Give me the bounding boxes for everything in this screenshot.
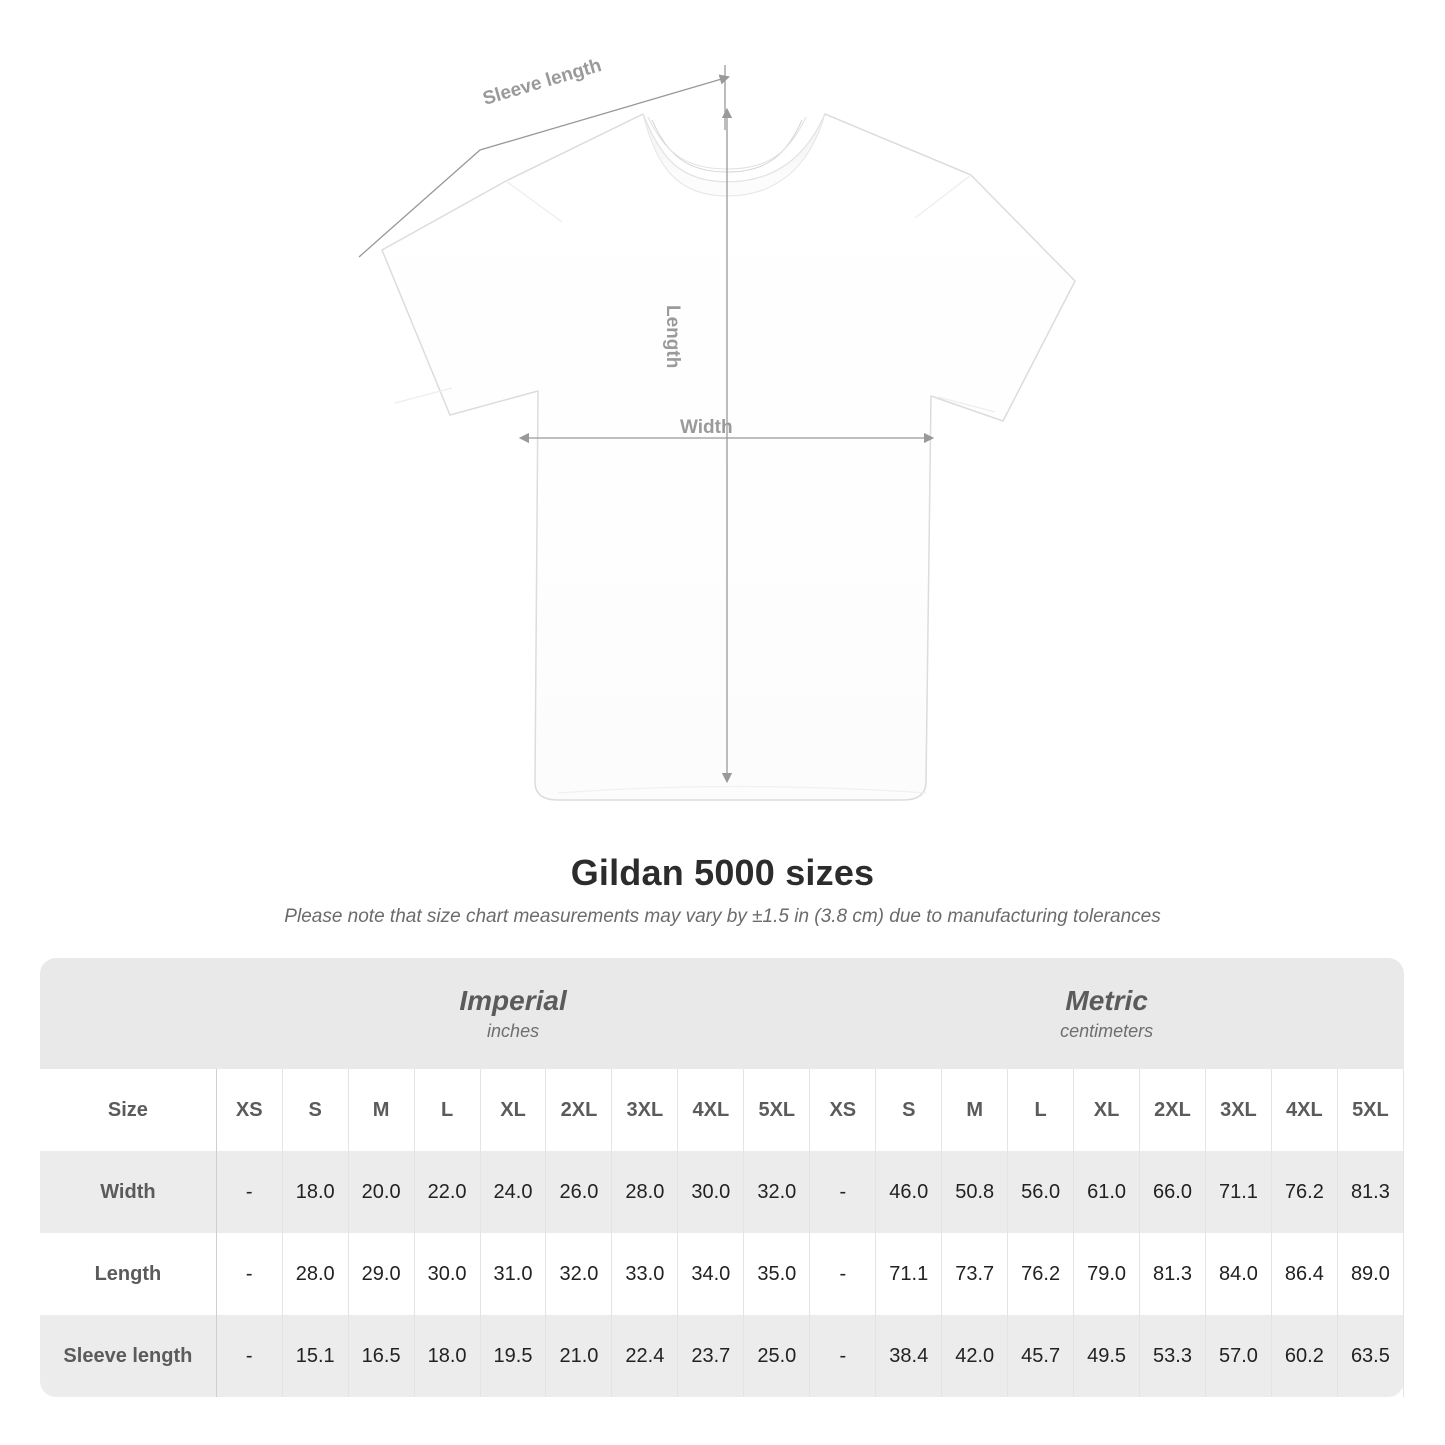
svg-text:Length: Length (662, 305, 683, 368)
svg-text:Width: Width (680, 417, 733, 438)
svg-text:Sleeve length: Sleeve length (480, 55, 603, 110)
